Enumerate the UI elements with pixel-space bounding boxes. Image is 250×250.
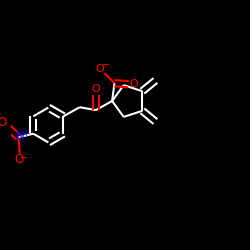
Text: +: + — [22, 130, 30, 138]
Text: N: N — [16, 130, 25, 143]
Text: O: O — [0, 116, 7, 129]
Text: −: − — [20, 153, 28, 163]
Text: O: O — [96, 64, 104, 74]
Text: O: O — [129, 78, 138, 88]
Text: O: O — [92, 84, 100, 94]
Text: −: − — [102, 60, 110, 70]
Text: O: O — [14, 154, 24, 166]
